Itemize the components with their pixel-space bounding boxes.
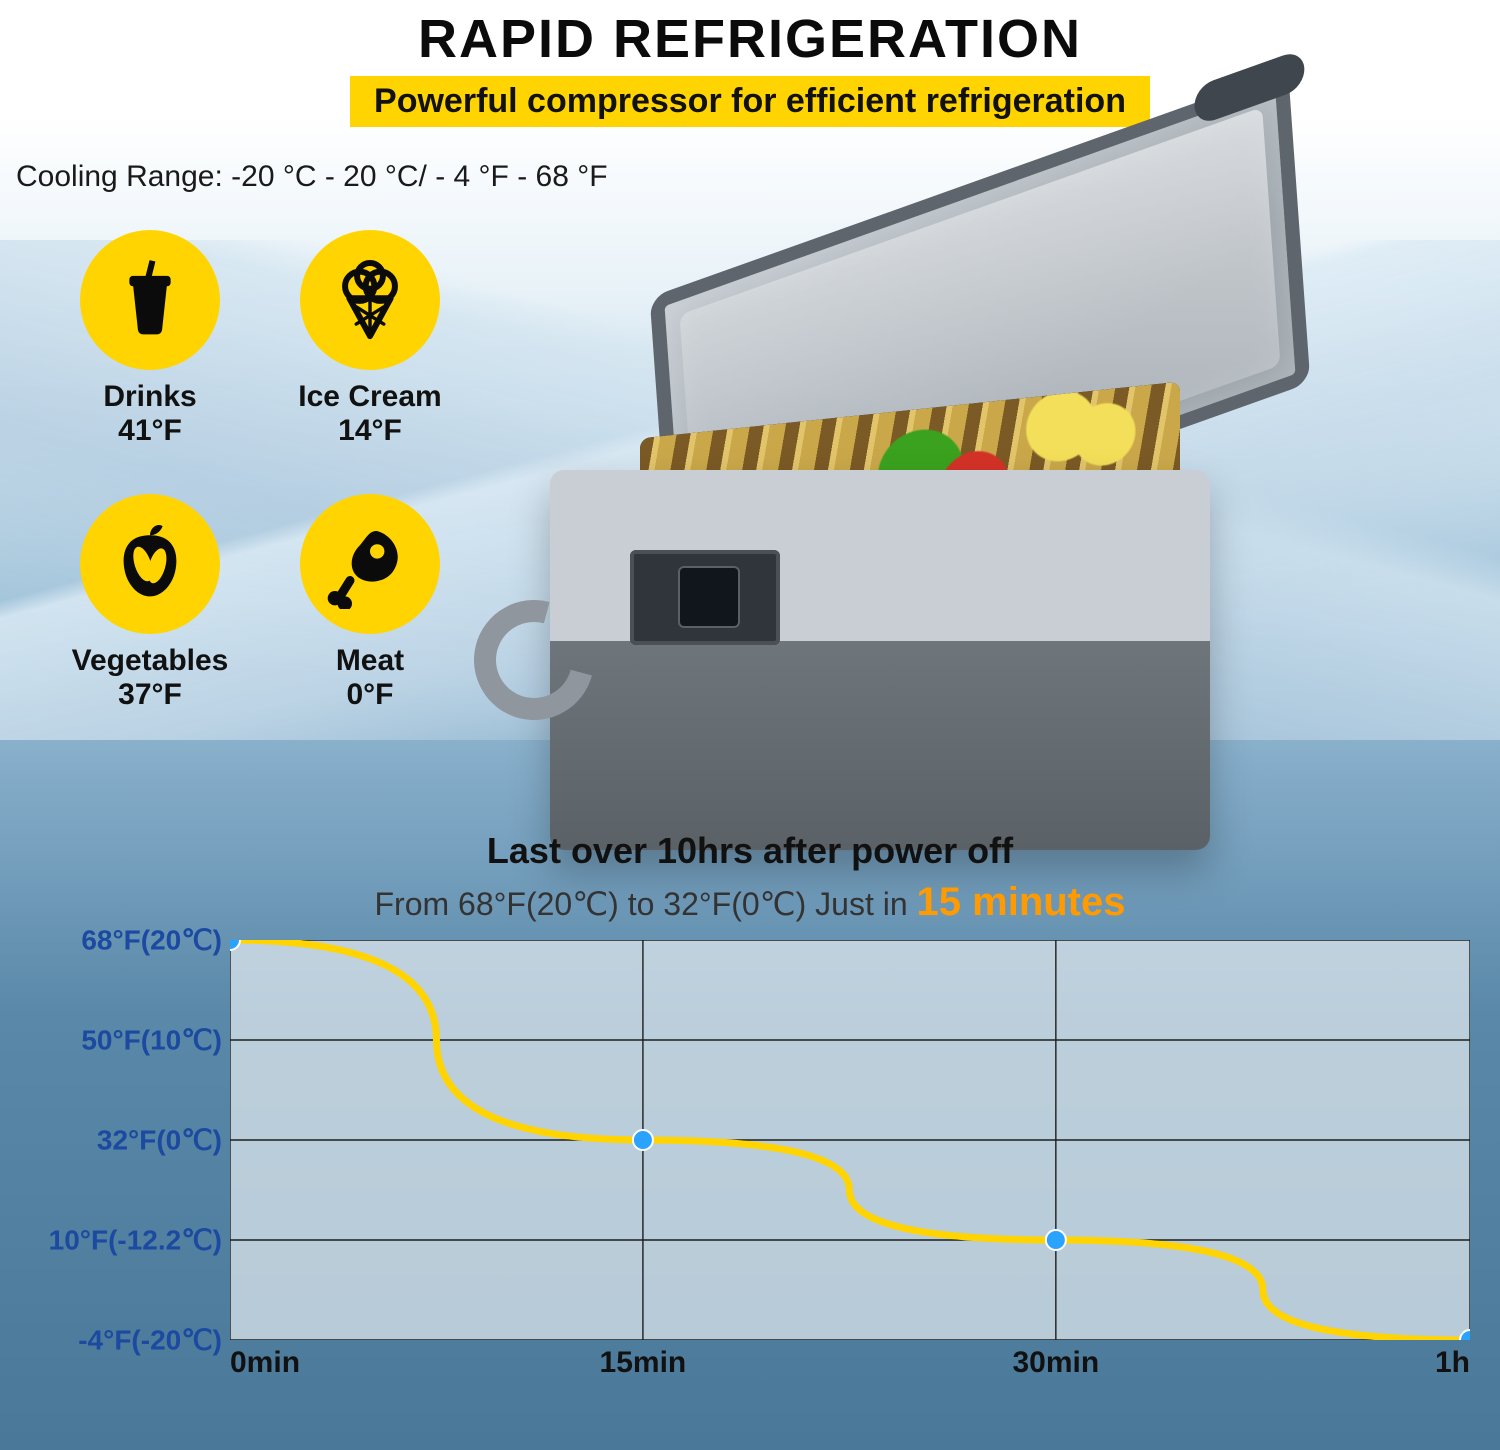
feature-meat: Meat0°F xyxy=(280,494,460,712)
feature-icon-grid: Drinks41°FIce Cream14°FVegetables37°FMea… xyxy=(60,230,460,712)
chart-x-label: 15min xyxy=(600,1346,687,1380)
feature-ice-cream-label: Ice Cream xyxy=(280,380,460,414)
feature-vegetables-label: Vegetables xyxy=(60,644,240,678)
chart-y-label: -4°F(-20℃) xyxy=(78,1324,222,1357)
feature-drinks: Drinks41°F xyxy=(60,230,240,448)
chart-y-label: 68°F(20℃) xyxy=(81,924,222,957)
feature-meat-label: Meat xyxy=(280,644,460,678)
product-photo xyxy=(520,240,1240,880)
cooling-range-text: Cooling Range: -20 °C - 20 °C/ - 4 °F - … xyxy=(16,160,608,194)
feature-vegetables: Vegetables37°F xyxy=(60,494,240,712)
feature-drinks-temp: 41°F xyxy=(60,414,240,448)
performance-line-2-prefix: From 68°F(20℃) to 32°F(0℃) Just in xyxy=(374,886,916,922)
meat-icon xyxy=(300,494,440,634)
feature-meat-temp: 0°F xyxy=(280,678,460,712)
performance-text-block: Last over 10hrs after power off From 68°… xyxy=(0,830,1500,925)
performance-line-1: Last over 10hrs after power off xyxy=(0,830,1500,872)
performance-line-2: From 68°F(20℃) to 32°F(0℃) Just in 15 mi… xyxy=(0,880,1500,925)
drinks-icon xyxy=(80,230,220,370)
chart-x-label: 30min xyxy=(1012,1346,1099,1380)
chart-y-label: 50°F(10℃) xyxy=(81,1024,222,1057)
control-panel-icon xyxy=(630,550,780,645)
cooling-chart: 68°F(20℃)50°F(10℃)32°F(0℃)10°F(-12.2℃)-4… xyxy=(30,940,1470,1380)
ice-cream-icon xyxy=(300,230,440,370)
chart-y-label: 10°F(-12.2℃) xyxy=(49,1224,222,1257)
vegetables-icon xyxy=(80,494,220,634)
feature-vegetables-temp: 37°F xyxy=(60,678,240,712)
feature-ice-cream: Ice Cream14°F xyxy=(280,230,460,448)
page-subtitle: Powerful compressor for efficient refrig… xyxy=(350,76,1150,127)
feature-drinks-label: Drinks xyxy=(60,380,240,414)
performance-line-2-highlight: 15 minutes xyxy=(917,880,1126,924)
chart-x-label: 0min xyxy=(230,1346,300,1380)
chart-x-label: 1h xyxy=(1435,1346,1470,1380)
chart-y-label: 32°F(0℃) xyxy=(97,1124,222,1157)
feature-ice-cream-temp: 14°F xyxy=(280,414,460,448)
